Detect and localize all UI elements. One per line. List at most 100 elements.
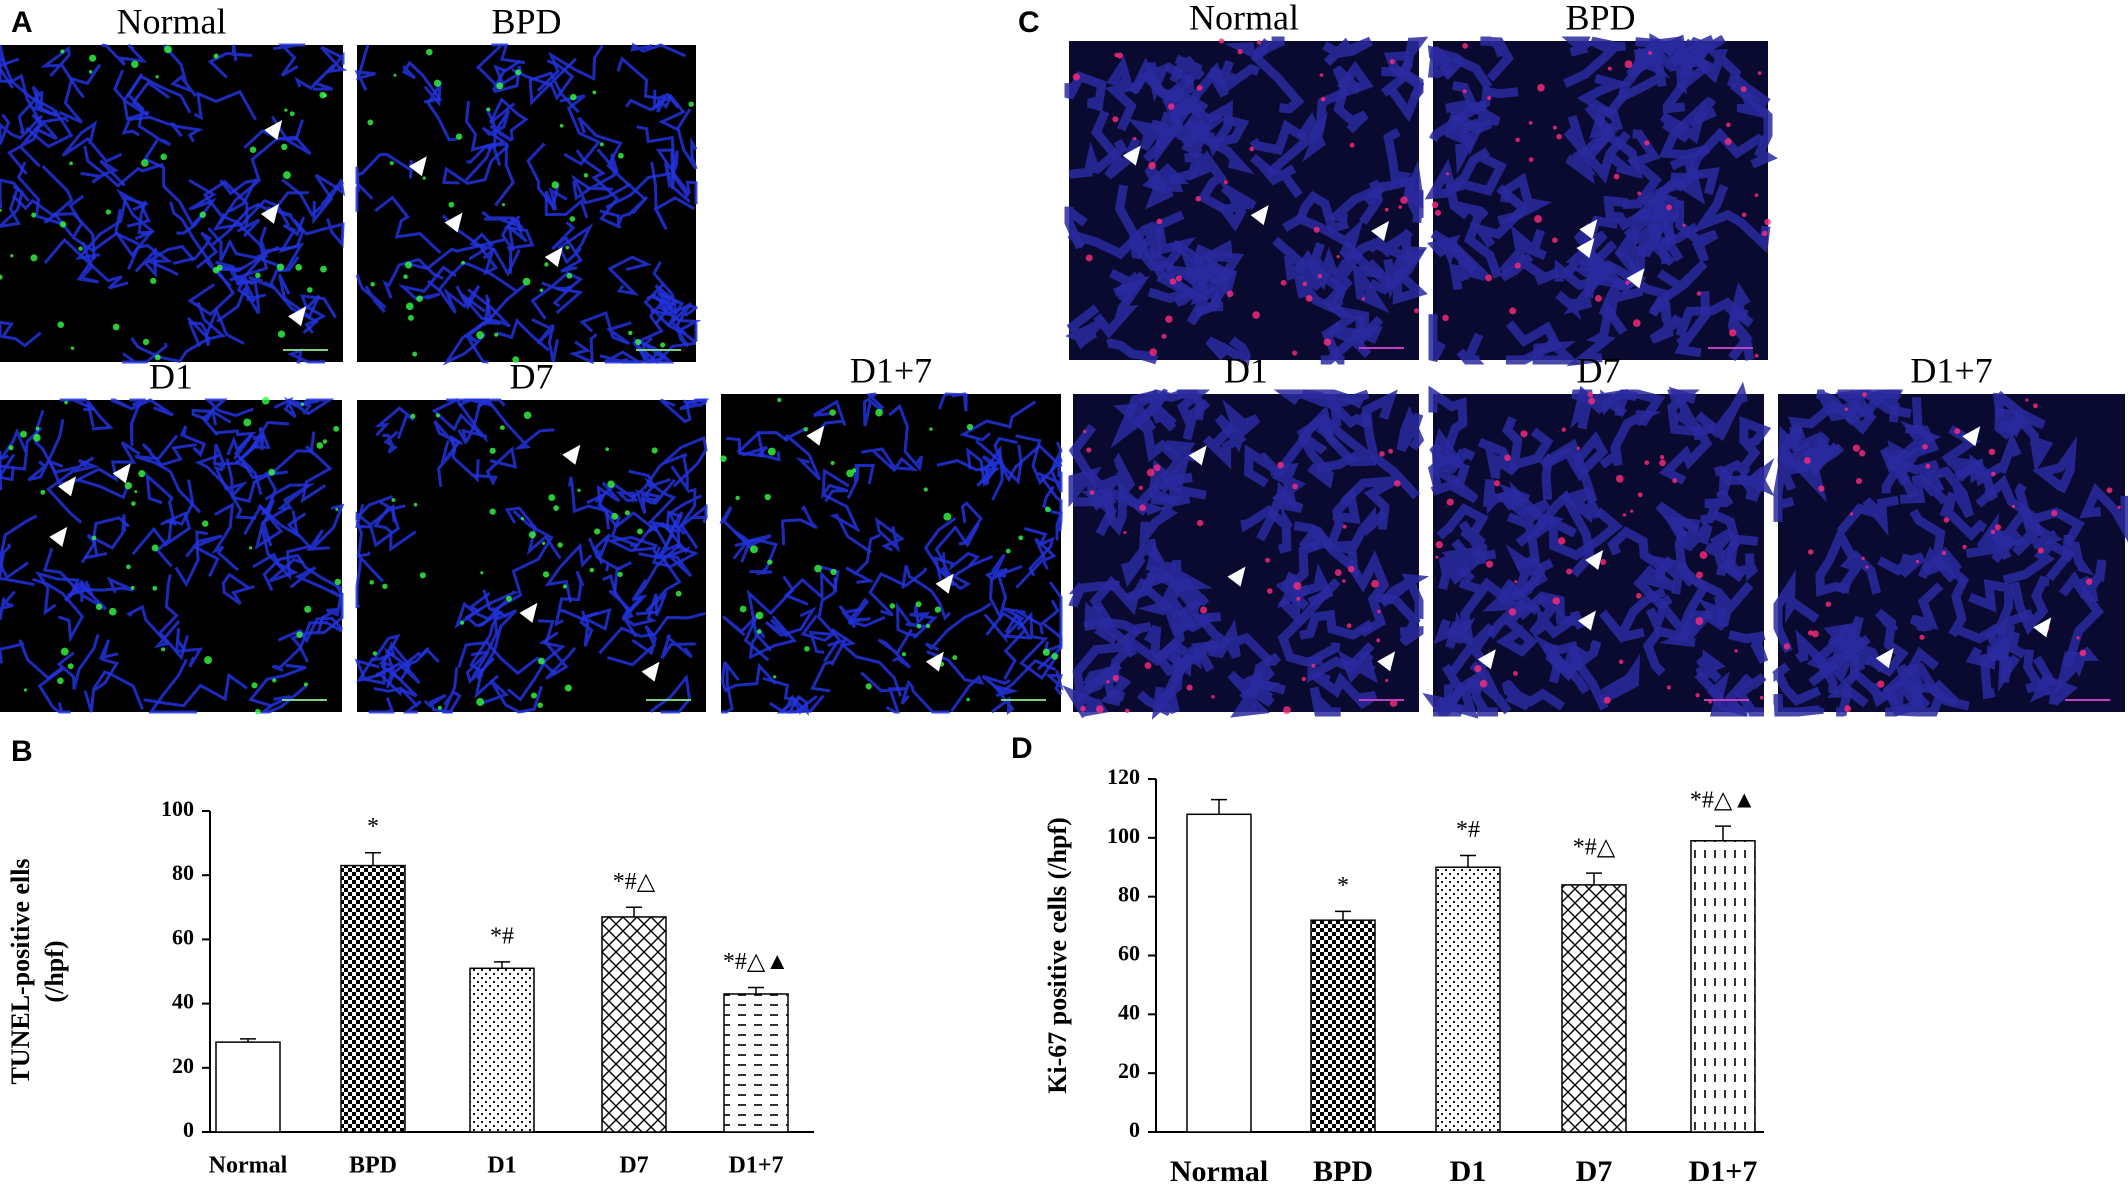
- tissue: [489, 97, 529, 141]
- cell-dot: [2079, 649, 2087, 657]
- cell-dot: [1811, 630, 1819, 638]
- tissue: [2032, 435, 2078, 494]
- cell-dot: [1594, 294, 1602, 302]
- cell-dot: [1413, 308, 1420, 314]
- tissue: [129, 398, 147, 447]
- micrograph: [719, 392, 1064, 716]
- x-tick-label: D7: [619, 1153, 648, 1179]
- cell-dot: [20, 430, 27, 438]
- cell-dot: [1342, 524, 1347, 529]
- cell-dot: [155, 75, 159, 79]
- tissue: [1016, 611, 1060, 681]
- tissue: [187, 306, 245, 348]
- tissue: [1431, 427, 1470, 491]
- tissue: [1250, 153, 1303, 199]
- tissue: [1173, 93, 1225, 137]
- cell-dot: [2011, 504, 2016, 509]
- cell-dot: [199, 211, 206, 218]
- tissue: [1630, 168, 1706, 223]
- micrograph: [1062, 388, 1430, 720]
- tissue: [1037, 441, 1063, 493]
- tissue: [1969, 453, 1999, 502]
- tissue: [630, 42, 687, 58]
- tissue: [1305, 242, 1339, 291]
- tissue: [2029, 673, 2078, 707]
- tissue: [1529, 594, 1578, 639]
- cell-dot: [1218, 38, 1225, 44]
- arrowhead: [1227, 566, 1246, 587]
- tissue: [442, 144, 510, 185]
- cell-dot: [943, 512, 952, 521]
- tissue: [1482, 479, 1525, 515]
- error-bar: [1460, 854, 1476, 868]
- cell-dot: [1615, 474, 1624, 483]
- cell-dot: [1528, 120, 1533, 125]
- tissue: [1562, 36, 1626, 88]
- arrowhead: [1188, 445, 1207, 466]
- tissue: [1563, 114, 1631, 184]
- tissue: [1739, 416, 1772, 469]
- tissue: [320, 45, 348, 74]
- cell-dot: [389, 161, 394, 166]
- cell-dot: [829, 409, 836, 416]
- cell-dot: [370, 282, 375, 287]
- tissue: [148, 658, 198, 714]
- cell-dot: [1534, 215, 1542, 223]
- tissue: [924, 602, 992, 651]
- tissue: [736, 430, 781, 462]
- tissue: [264, 483, 316, 510]
- cell-dot: [261, 396, 270, 405]
- tissue: [1599, 587, 1667, 644]
- cell-dot: [0, 208, 2, 213]
- tissue: [464, 398, 506, 407]
- tissue: [158, 574, 189, 661]
- tissue: [243, 504, 288, 550]
- tissue: [1224, 36, 1285, 61]
- cell-dot: [1211, 695, 1215, 699]
- cell-dot: [522, 277, 531, 286]
- tissue: [862, 392, 885, 427]
- cell-dot: [284, 108, 288, 112]
- y-tick-label: 80: [1118, 882, 1140, 907]
- cell-dot: [1005, 548, 1011, 554]
- tissue: [1277, 577, 1341, 667]
- tissue: [810, 637, 849, 693]
- cell-dot: [1557, 537, 1566, 545]
- tissue: [1131, 440, 1197, 512]
- tissue: [1310, 670, 1378, 710]
- tissue: [646, 294, 702, 331]
- cell-dot: [1266, 588, 1273, 594]
- cell-dot: [23, 688, 28, 692]
- tissue: [1818, 648, 1871, 675]
- tissue: [1622, 129, 1663, 210]
- tissue: [1096, 616, 1152, 658]
- tissue: [643, 282, 698, 344]
- cell-dot: [1862, 392, 1867, 397]
- tissue: [1598, 653, 1641, 705]
- cell-dot: [489, 508, 496, 515]
- cell-dot: [1624, 60, 1633, 69]
- tissue: [355, 166, 374, 212]
- cell-dot: [78, 246, 83, 251]
- tissue: [1429, 86, 1519, 142]
- cell-dot: [1648, 50, 1653, 55]
- cell-dot: [1632, 319, 1641, 327]
- tissue: [861, 447, 919, 473]
- tissue: [446, 398, 493, 407]
- tissue: [1151, 653, 1194, 720]
- tissue: [1694, 577, 1754, 627]
- cell-dot: [2025, 398, 2029, 402]
- cell-dot: [60, 647, 69, 656]
- tissue: [207, 227, 280, 262]
- tissue: [1948, 576, 2001, 644]
- tissue: [1297, 432, 1335, 489]
- tissue: [1469, 184, 1529, 248]
- cell-dot: [480, 571, 484, 575]
- cell-dot: [131, 60, 139, 68]
- tissue: [781, 504, 818, 546]
- tissue: [1321, 276, 1357, 365]
- cell-dot: [1844, 407, 1848, 411]
- cell-dot: [1988, 448, 1996, 456]
- cell-dot: [307, 287, 313, 293]
- error-bar: [1715, 825, 1731, 841]
